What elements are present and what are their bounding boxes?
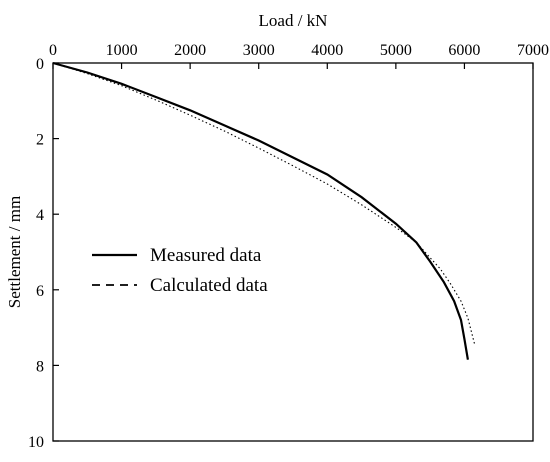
x-tick-label: 5000 bbox=[380, 42, 412, 59]
x-tick-label: 3000 bbox=[243, 42, 275, 59]
legend-label: Measured data bbox=[150, 245, 262, 266]
x-tick-label: 4000 bbox=[311, 42, 343, 59]
y-tick-label: 8 bbox=[36, 358, 44, 375]
x-tick-label: 6000 bbox=[448, 42, 480, 59]
x-tick-label: 2000 bbox=[174, 42, 206, 59]
y-axis-ticks: 0 2 4 6 8 10 bbox=[28, 56, 59, 451]
y-tick-label: 0 bbox=[36, 56, 44, 73]
y-tick-label: 10 bbox=[28, 434, 44, 451]
y-axis-label: Settlement / mm bbox=[5, 196, 24, 308]
measured-data-line bbox=[52, 61, 469, 360]
series-layer bbox=[52, 61, 476, 360]
x-axis-label: Load / kN bbox=[259, 11, 328, 30]
x-tick-label: 1000 bbox=[106, 42, 138, 59]
plot-frame bbox=[52, 62, 534, 442]
y-tick-label: 2 bbox=[36, 132, 44, 149]
legend-label: Calculated data bbox=[150, 275, 268, 296]
y-tick-label: 4 bbox=[36, 207, 44, 224]
x-axis-ticks: 0 1000 2000 3000 4000 5000 6000 7000 bbox=[49, 42, 549, 69]
y-tick-label: 6 bbox=[36, 283, 44, 300]
x-tick-label: 7000 bbox=[517, 42, 549, 59]
calculated-data-line bbox=[52, 62, 476, 345]
legend: Measured data Calculated data bbox=[92, 245, 268, 296]
x-tick-label: 0 bbox=[49, 42, 57, 59]
